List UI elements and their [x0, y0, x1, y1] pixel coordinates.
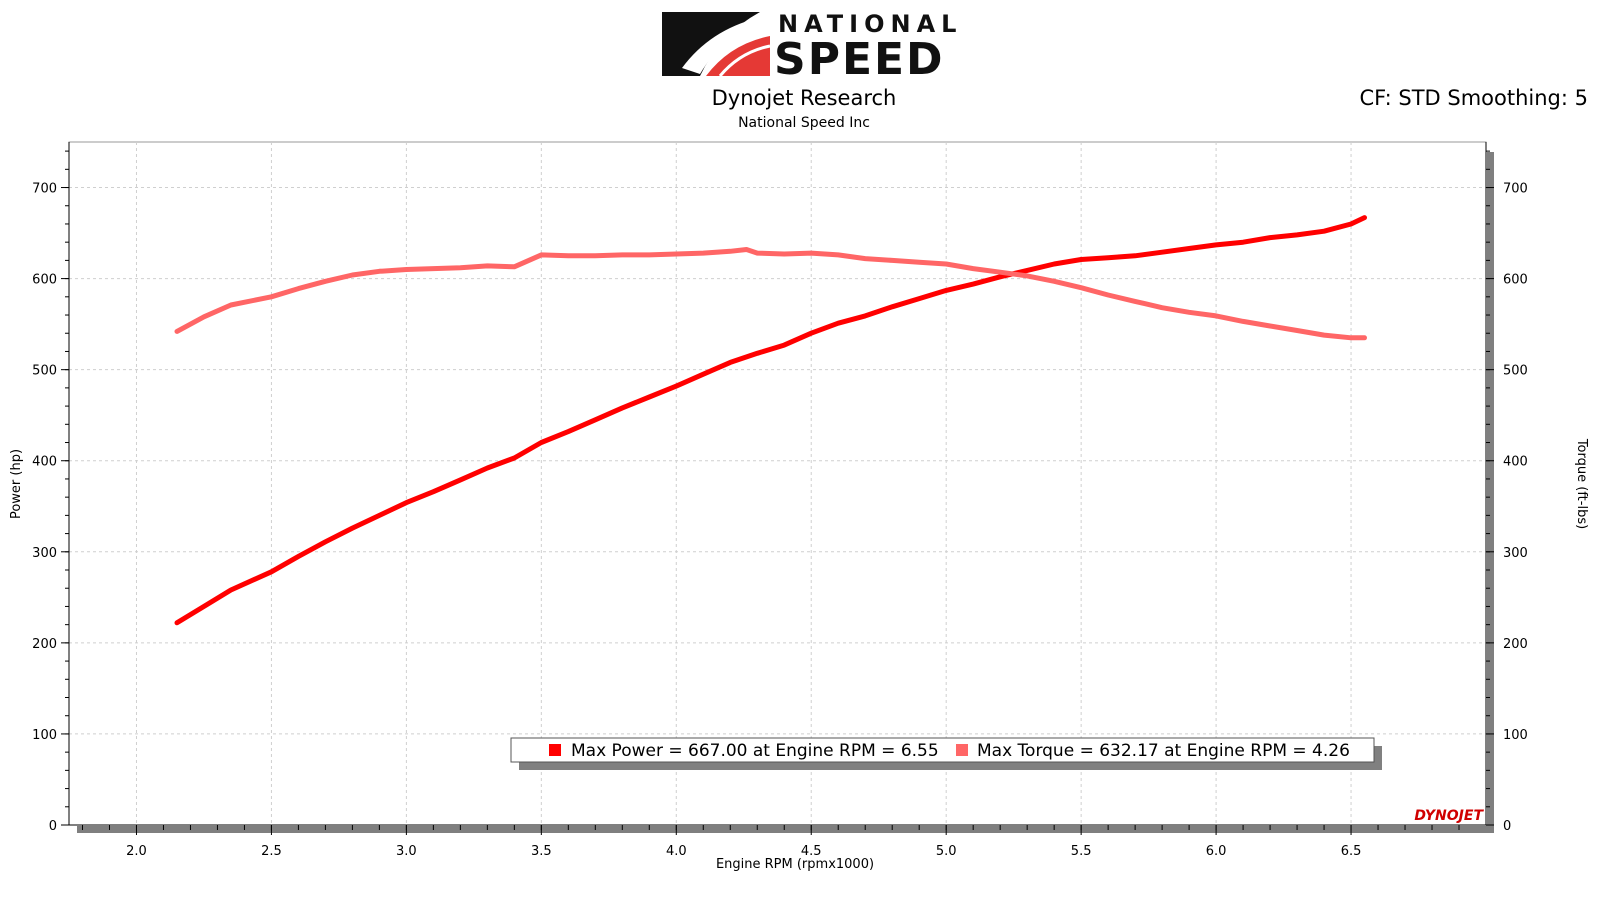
x-tick-label: 4.0 — [666, 844, 687, 859]
correction-factor-label: CF: STD Smoothing: 5 — [1359, 86, 1588, 110]
y-axis-title-left: Power (hp) — [9, 449, 24, 519]
x-tick-label: 2.0 — [126, 844, 147, 859]
logo-word-national: NATIONAL — [778, 10, 960, 38]
power-curve — [174, 215, 1367, 626]
bottom-axis-shadow — [77, 825, 1494, 833]
y-tick-label-left: 500 — [32, 364, 57, 379]
x-tick-label: 3.0 — [396, 844, 417, 859]
legend: Max Power = 667.00 at Engine RPM = 6.55 … — [510, 737, 1382, 770]
legend-label-power: Max Power = 667.00 at Engine RPM = 6.55 — [571, 741, 939, 761]
company-name: National Speed Inc — [738, 115, 870, 131]
y-tick-label-right: 600 — [1503, 273, 1528, 288]
y-tick-label-right: 500 — [1503, 364, 1528, 379]
national-speed-logo: NATIONAL SPEED — [662, 10, 960, 80]
y-tick-label-left: 400 — [32, 455, 57, 470]
x-tick-label: 5.5 — [1071, 844, 1092, 859]
torque-curve — [174, 247, 1367, 341]
dynojet-watermark: DYNOJET — [1414, 808, 1484, 824]
grid — [69, 142, 1486, 825]
y-tick-label-left: 0 — [49, 819, 57, 834]
right-axis-shadow — [1486, 152, 1494, 825]
y-tick-label-left: 600 — [32, 273, 57, 288]
y-tick-label-left: 100 — [32, 728, 57, 743]
y-tick-label-left: 700 — [32, 182, 57, 197]
series-lines — [174, 215, 1367, 626]
x-tick-label: 2.5 — [261, 844, 282, 859]
axes: 0 0 100 100 200 200 300 300 400 400 500 500 600 600 70… — [32, 142, 1528, 859]
y-tick-label-right: 700 — [1503, 182, 1528, 197]
logo-word-speed: SPEED — [774, 34, 945, 80]
legend-swatch-power — [549, 744, 561, 756]
y-tick-label-left: 200 — [32, 637, 57, 652]
y-tick-label-right: 100 — [1503, 728, 1528, 743]
y-tick-label-left: 300 — [32, 546, 57, 561]
y-axis-title-right: Torque (ft-lbs) — [1574, 438, 1589, 529]
x-tick-label: 3.5 — [531, 844, 552, 859]
x-axis-title: Engine RPM (rpmx1000) — [716, 857, 874, 872]
y-tick-label-right: 200 — [1503, 637, 1528, 652]
legend-label-torque: Max Torque = 632.17 at Engine RPM = 4.26 — [977, 741, 1350, 761]
plot-area — [68, 141, 1487, 826]
y-tick-label-right: 300 — [1503, 546, 1528, 561]
chart-title: Dynojet Research — [711, 86, 897, 110]
y-tick-label-right: 400 — [1503, 455, 1528, 470]
y-tick-label-right: 0 — [1503, 819, 1511, 834]
x-tick-label: 6.0 — [1206, 844, 1227, 859]
x-tick-label: 6.5 — [1341, 844, 1362, 859]
x-tick-label: 5.0 — [936, 844, 957, 859]
legend-swatch-torque — [956, 744, 968, 756]
x-tick-label: 4.5 — [801, 844, 822, 859]
